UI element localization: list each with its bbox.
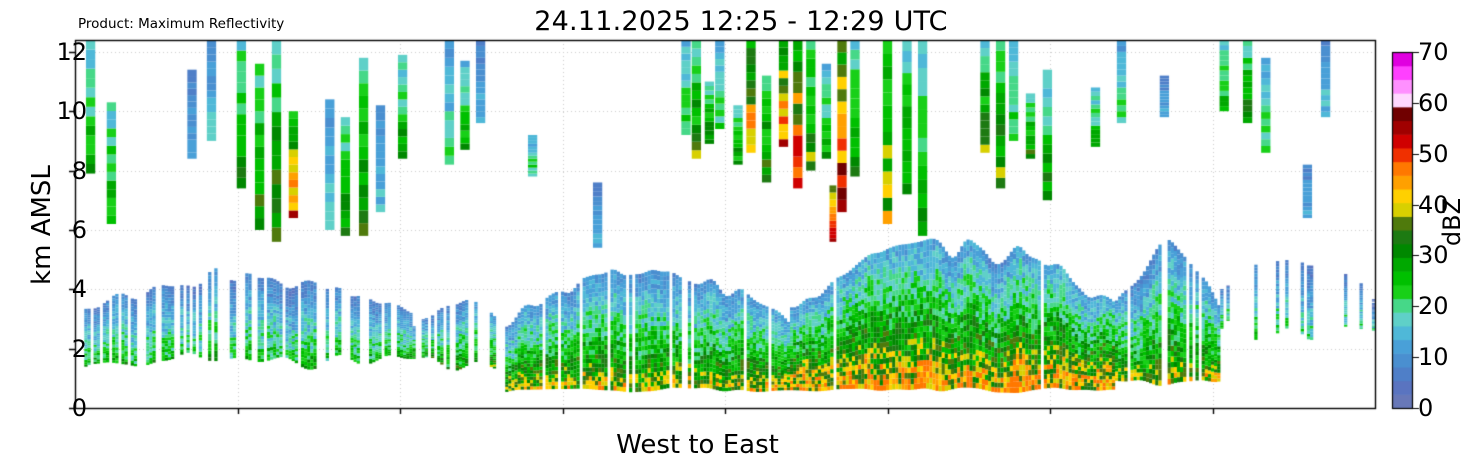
y-tick-label-4: 4 bbox=[71, 275, 87, 304]
colorbar-tick-label-20: 20 bbox=[1418, 292, 1449, 321]
page-title: 24.11.2025 12:25 - 12:29 UTC bbox=[534, 6, 948, 37]
colorbar-tick-label-50: 50 bbox=[1418, 139, 1449, 168]
colorbar-tick-label-30: 30 bbox=[1418, 241, 1449, 270]
product-label: Product: Maximum Reflectivity bbox=[78, 16, 285, 32]
colorbar-tick-label-60: 60 bbox=[1418, 88, 1449, 117]
y-tick-label-2: 2 bbox=[71, 334, 87, 363]
y-axis-label: km AMSL bbox=[27, 165, 57, 285]
colorbar-tick-label-40: 40 bbox=[1418, 190, 1449, 219]
colorbar-tick-label-10: 10 bbox=[1418, 343, 1449, 372]
y-tick-label-6: 6 bbox=[71, 215, 87, 244]
y-tick-label-10: 10 bbox=[56, 97, 87, 126]
y-tick-label-12: 12 bbox=[56, 37, 87, 66]
colorbar-tick-label-0: 0 bbox=[1418, 394, 1434, 422]
colorbar-tick-label-70: 70 bbox=[1418, 38, 1449, 66]
y-tick-label-0: 0 bbox=[71, 394, 87, 422]
y-tick-label-8: 8 bbox=[71, 156, 87, 185]
x-axis-label: West to East bbox=[616, 430, 779, 460]
